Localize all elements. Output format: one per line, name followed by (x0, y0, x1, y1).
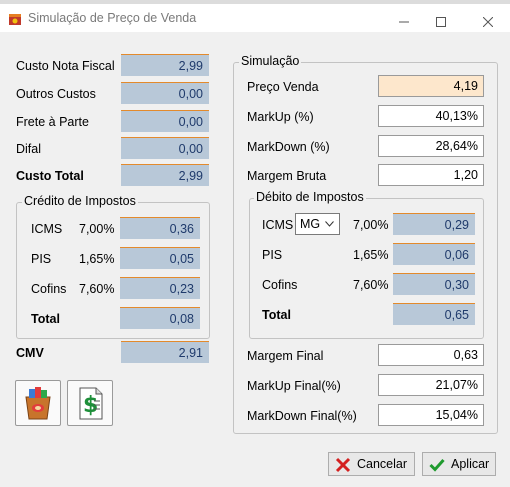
markdown-final-input[interactable]: 15,04% (378, 404, 484, 426)
credito-pis-label: PIS (31, 252, 52, 266)
icms-state-value: MG (300, 217, 321, 231)
close-button[interactable] (467, 8, 509, 36)
preco-venda-label: Preço Venda (247, 80, 319, 94)
shopping-bag-icon (25, 387, 51, 420)
margem-final-label: Margem Final (247, 349, 324, 363)
dollar-document-icon: $ (79, 387, 103, 420)
difal-value: 0,00 (121, 137, 209, 159)
credito-cofins-rate: 7,60% (79, 282, 115, 296)
margem-final-input[interactable]: 0,63 (378, 344, 484, 366)
window-title: Simulação de Preço de Venda (28, 11, 197, 25)
markup-label: MarkUp (%) (247, 110, 314, 124)
debito-total-value: 0,65 (393, 303, 475, 325)
product-bag-button[interactable] (15, 380, 61, 426)
frete-value: 0,00 (121, 110, 209, 132)
maximize-icon (436, 17, 446, 27)
red-x-icon (335, 457, 351, 473)
dialog-client: Custo Nota Fiscal 2,99 Outros Custos 0,0… (0, 32, 510, 487)
margem-bruta-label: Margem Bruta (247, 169, 327, 183)
title-bar: Simulação de Preço de Venda (0, 4, 510, 32)
markup-final-label: MarkUp Final(%) (247, 379, 341, 393)
debito-cofins-value: 0,30 (393, 273, 475, 295)
icms-state-select[interactable]: MG (295, 213, 340, 235)
markup-input[interactable]: 40,13% (378, 105, 484, 127)
credito-icms-rate: 7,00% (79, 222, 115, 236)
debito-impostos-group (249, 198, 484, 339)
credito-cofins-value: 0,23 (120, 277, 200, 299)
markdown-input[interactable]: 28,64% (378, 135, 484, 157)
outros-custos-value: 0,00 (121, 82, 209, 104)
custo-nota-fiscal-label: Custo Nota Fiscal (16, 59, 115, 73)
credito-impostos-title: Crédito de Impostos (22, 194, 138, 208)
debito-icms-rate: 7,00% (353, 218, 389, 232)
top-strip (0, 0, 510, 4)
markdown-final-label: MarkDown Final(%) (247, 409, 357, 423)
green-check-icon (429, 458, 445, 472)
svg-text:$: $ (83, 393, 98, 418)
credito-cofins-label: Cofins (31, 282, 67, 296)
frete-label: Frete à Parte (16, 115, 89, 129)
minimize-icon (399, 21, 409, 23)
simulacao-title: Simulação (239, 54, 302, 68)
cmv-value: 2,91 (121, 341, 209, 363)
debito-total-label: Total (262, 308, 291, 322)
outros-custos-label: Outros Custos (16, 87, 96, 101)
debito-impostos-title: Débito de Impostos (254, 190, 366, 204)
difal-label: Difal (16, 142, 42, 156)
close-icon (483, 17, 493, 27)
price-document-button[interactable]: $ (67, 380, 113, 426)
debito-cofins-rate: 7,60% (353, 278, 389, 292)
custo-total-value: 2,99 (121, 164, 209, 186)
debito-icms-label: ICMS (262, 218, 294, 232)
debito-cofins-label: Cofins (262, 278, 298, 292)
credito-total-label: Total (31, 312, 60, 326)
credito-icms-value: 0,36 (120, 217, 200, 239)
apply-button-label: Aplicar (451, 457, 490, 471)
chevron-down-icon (325, 221, 334, 227)
credito-icms-label: ICMS (31, 222, 63, 236)
cancel-button-label: Cancelar (357, 457, 408, 471)
cmv-label: CMV (16, 346, 44, 360)
custo-total-label: Custo Total (16, 169, 84, 183)
debito-icms-value: 0,29 (393, 213, 475, 235)
markdown-label: MarkDown (%) (247, 140, 330, 154)
debito-pis-value: 0,06 (393, 243, 475, 265)
maximize-button[interactable] (420, 8, 462, 36)
minimize-button[interactable] (383, 8, 425, 36)
debito-pis-label: PIS (262, 248, 283, 262)
cancel-button[interactable]: Cancelar (328, 452, 415, 476)
credito-pis-value: 0,05 (120, 247, 200, 269)
margem-bruta-input[interactable]: 1,20 (378, 164, 484, 186)
apply-button[interactable]: Aplicar (422, 452, 496, 476)
markup-final-input[interactable]: 21,07% (378, 374, 484, 396)
credito-total-value: 0,08 (120, 307, 200, 329)
custo-nota-fiscal-value: 2,99 (121, 54, 209, 76)
app-icon (9, 14, 21, 25)
debito-pis-rate: 1,65% (353, 248, 389, 262)
credito-pis-rate: 1,65% (79, 252, 115, 266)
preco-venda-input[interactable]: 4,19 (378, 75, 484, 97)
simulacao-group (233, 62, 498, 434)
